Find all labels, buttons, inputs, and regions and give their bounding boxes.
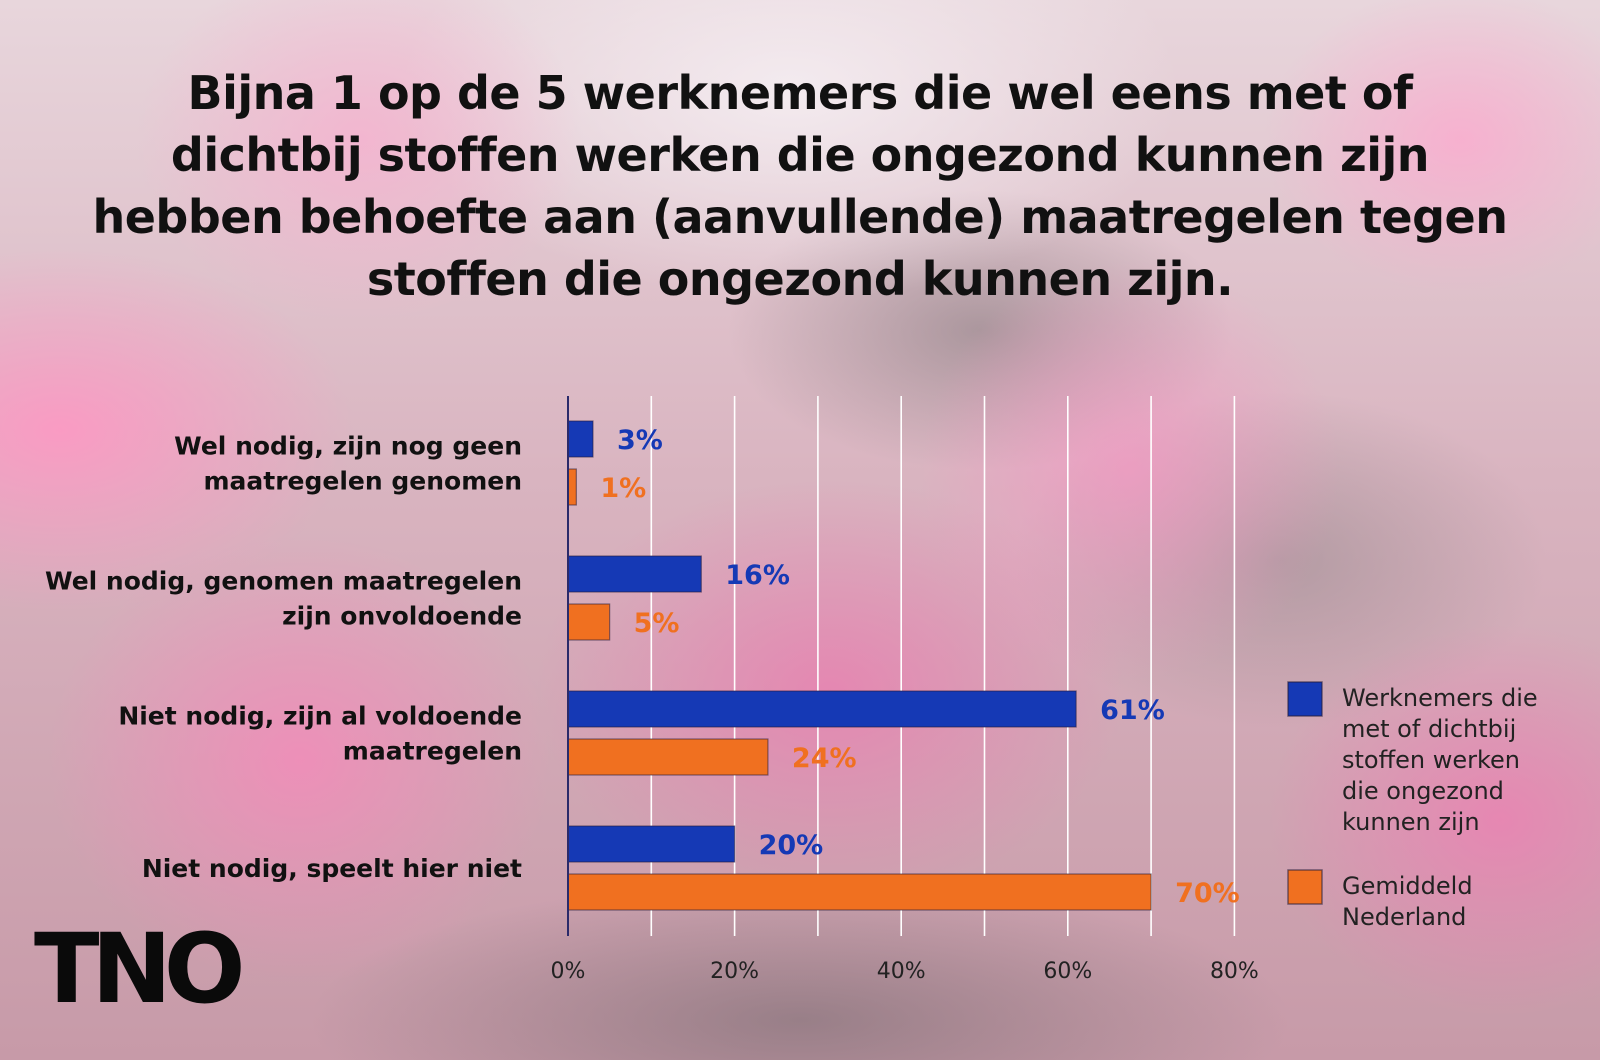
value-label: 5%: [634, 608, 680, 639]
legend: Werknemers die met of dichtbij stoffen wer…: [1287, 681, 1538, 931]
category-label: Wel nodig, genomen maatregelen zijn onvol…: [45, 567, 522, 631]
value-label: 16%: [725, 560, 790, 591]
legend-label-line: die ongezond: [1342, 777, 1504, 805]
legend-label: Werknemers die met of dichtbij stoffen wer…: [1342, 684, 1538, 836]
bar: [567, 555, 702, 593]
bar: [567, 468, 577, 506]
bar: [567, 420, 594, 458]
x-tick-label: 40%: [877, 959, 926, 984]
x-tick-label: 20%: [710, 959, 759, 984]
chart-title: Bijna 1 op de 5 werknemers die wel eens …: [60, 62, 1540, 310]
value-label: 24%: [792, 743, 857, 774]
legend-label: Gemiddeld Nederland: [1342, 872, 1473, 931]
legend-label-line: stoffen werken: [1342, 746, 1520, 774]
value-label: 20%: [759, 830, 824, 861]
category-label-line: Niet nodig, zijn al voldoende: [118, 702, 522, 731]
x-tick-label: 0%: [551, 959, 586, 984]
value-label: 1%: [600, 473, 646, 504]
title-line: stoffen die ongezond kunnen zijn.: [366, 252, 1234, 306]
legend-label-line: Gemiddeld: [1342, 872, 1473, 900]
category-label-line: maatregelen genomen: [203, 467, 522, 496]
x-tick-label: 60%: [1043, 959, 1092, 984]
value-label: 70%: [1175, 878, 1240, 909]
category-label: Niet nodig, speelt hier niet: [142, 854, 522, 883]
category-label-line: Wel nodig, zijn nog geen: [174, 432, 522, 461]
legend-label-line: met of dichtbij: [1342, 715, 1516, 743]
legend-label-line: Nederland: [1342, 903, 1466, 931]
category-label: Wel nodig, zijn nog geen maatregelen geno…: [174, 432, 522, 496]
legend-label-line: kunnen zijn: [1342, 808, 1480, 836]
value-label: 61%: [1100, 695, 1165, 726]
category-label: Niet nodig, zijn al voldoende maatregelen: [118, 702, 522, 766]
category-label-line: zijn onvoldoende: [282, 602, 522, 631]
value-label: 3%: [617, 425, 663, 456]
tno-logo: TNO: [34, 913, 241, 1025]
x-tick-label: 80%: [1210, 959, 1259, 984]
gridlines: [650, 396, 1236, 936]
legend-label-line: Werknemers die: [1342, 684, 1538, 712]
category-label-line: maatregelen: [343, 737, 522, 766]
bar: [567, 738, 769, 776]
title-line: hebben behoefte aan (aanvullende) maatre…: [92, 190, 1508, 244]
bar: [567, 603, 611, 641]
bar: [567, 873, 1152, 911]
legend-swatch: [1287, 681, 1323, 717]
bars: 3% 1% 16% 5% 61% 24% 20% 70%: [567, 420, 1240, 911]
title-line: dichtbij stoffen werken die ongezond kun…: [170, 128, 1430, 182]
x-tick-labels: 0% 20% 40% 60% 80%: [551, 959, 1259, 984]
bar: [567, 690, 1077, 728]
legend-swatch: [1287, 869, 1323, 905]
category-labels: Wel nodig, zijn nog geen maatregelen geno…: [45, 432, 522, 884]
bar: [567, 825, 736, 863]
category-label-line: Niet nodig, speelt hier niet: [142, 854, 522, 883]
title-line: Bijna 1 op de 5 werknemers die wel eens …: [187, 66, 1413, 120]
category-label-line: Wel nodig, genomen maatregelen: [45, 567, 522, 596]
